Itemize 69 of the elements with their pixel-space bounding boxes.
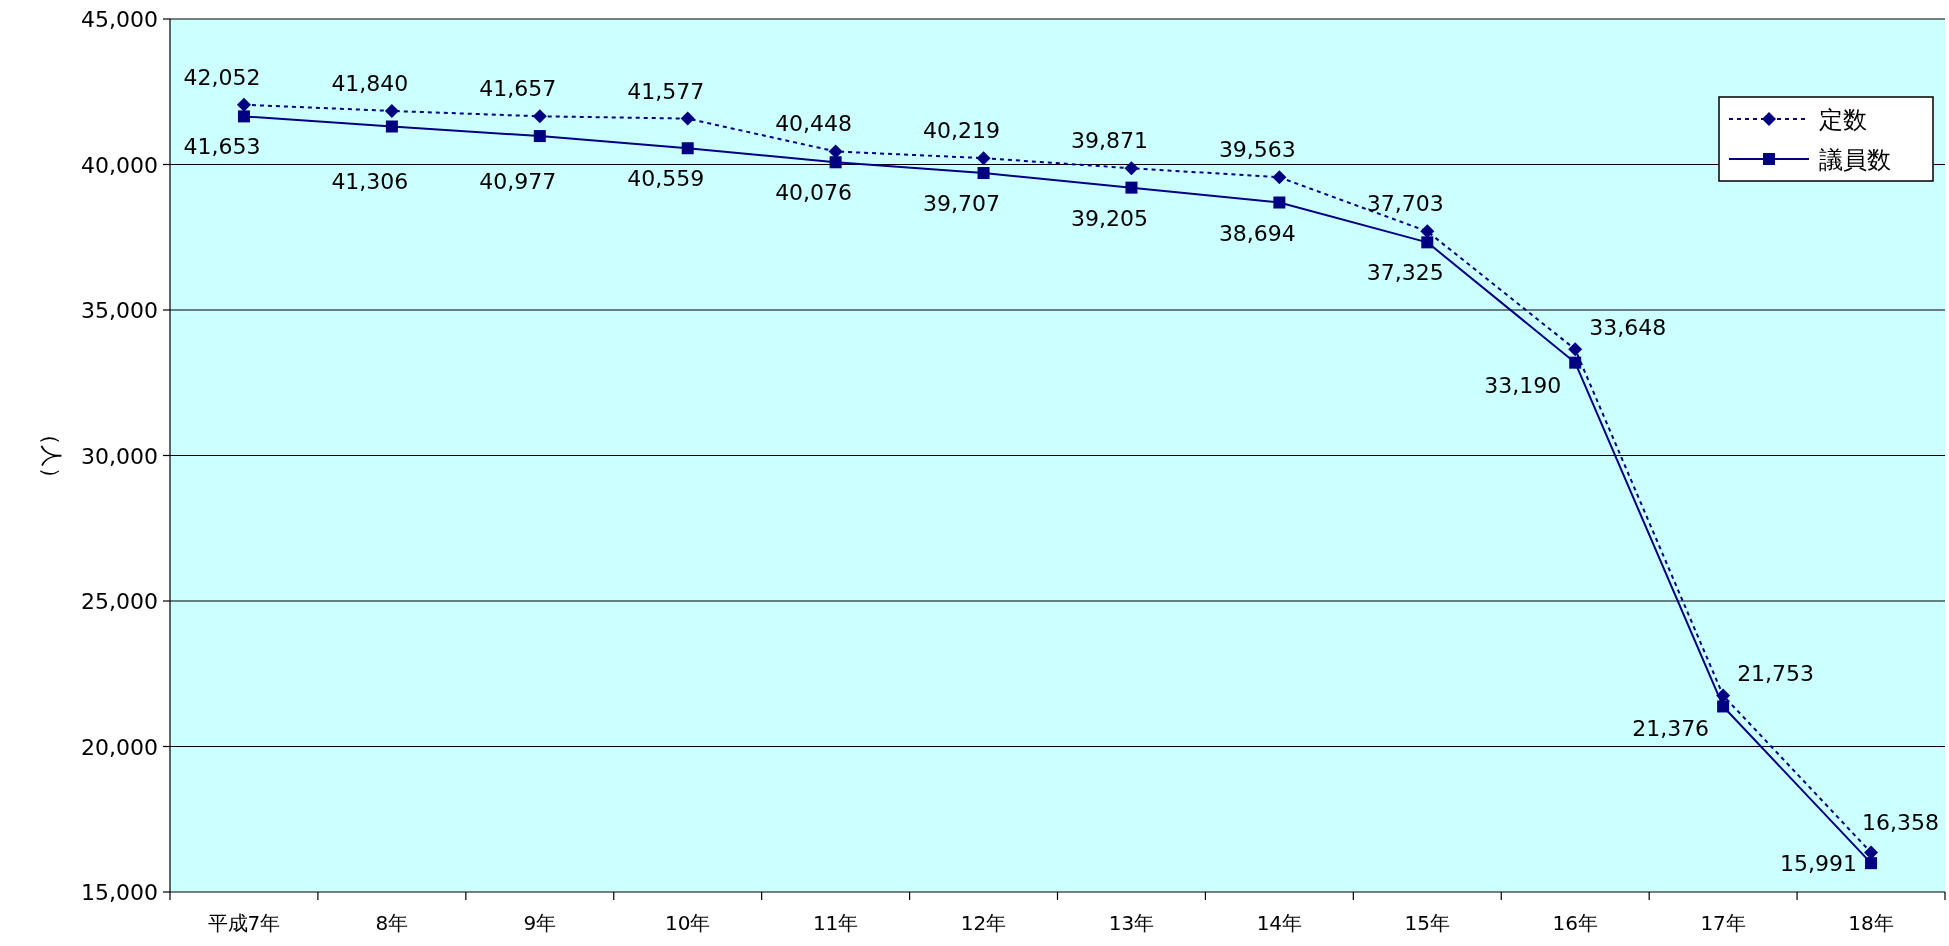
data-label: 40,448 bbox=[775, 111, 853, 137]
x-tick-label: 9年 bbox=[523, 911, 557, 935]
data-label: 16,358 bbox=[1862, 810, 1939, 836]
point bbox=[237, 110, 250, 123]
point bbox=[977, 167, 990, 180]
x-tick-label: 10年 bbox=[664, 911, 711, 935]
data-label: 40,219 bbox=[923, 118, 1001, 144]
point bbox=[236, 97, 251, 112]
y-axis-title: （人） bbox=[39, 422, 64, 489]
x-tick-label: 15年 bbox=[1404, 911, 1451, 935]
point bbox=[976, 151, 991, 166]
data-label: 37,325 bbox=[1366, 260, 1444, 286]
point bbox=[828, 144, 843, 159]
point bbox=[1864, 845, 1879, 860]
y-tick-label: 35,000 bbox=[81, 298, 158, 323]
data-label: 37,703 bbox=[1366, 191, 1444, 217]
data-label: 40,977 bbox=[479, 168, 557, 194]
x-tick-label: 16年 bbox=[1552, 911, 1598, 935]
data-label: 39,205 bbox=[1070, 205, 1148, 231]
data-label: 39,871 bbox=[1070, 128, 1148, 154]
y-tick-label: 20,000 bbox=[81, 734, 158, 760]
x-tick-label: 17年 bbox=[1700, 911, 1746, 935]
legend-label: 議員数 bbox=[1819, 146, 1891, 174]
point bbox=[1125, 181, 1138, 194]
data-label: 39,563 bbox=[1218, 137, 1296, 163]
data-label: 15,991 bbox=[1780, 851, 1858, 877]
point bbox=[1865, 857, 1878, 870]
data-label: 21,753 bbox=[1737, 661, 1815, 687]
data-label: 41,657 bbox=[479, 76, 557, 102]
data-label: 41,577 bbox=[627, 78, 705, 104]
data-label: 41,840 bbox=[331, 70, 409, 96]
y-tick-label: 40,000 bbox=[81, 152, 158, 178]
point bbox=[829, 156, 842, 169]
data-label: 40,559 bbox=[627, 166, 705, 192]
point bbox=[384, 103, 399, 118]
point bbox=[1420, 224, 1435, 239]
point bbox=[1124, 161, 1139, 176]
x-tick-label: 12年 bbox=[960, 911, 1007, 935]
x-tick-label: 8年 bbox=[375, 911, 409, 935]
x-tick-label: 平成7年 bbox=[207, 911, 281, 935]
point bbox=[1717, 700, 1730, 713]
data-label: 41,653 bbox=[183, 134, 261, 160]
y-tick-label: 25,000 bbox=[81, 589, 158, 614]
x-tick-label: 11年 bbox=[812, 911, 859, 935]
data-label: 33,190 bbox=[1484, 372, 1562, 398]
x-tick-label: 18年 bbox=[1848, 911, 1894, 935]
data-label: 42,052 bbox=[183, 64, 261, 90]
data-label: 40,076 bbox=[775, 180, 853, 206]
legend-label: 定数 bbox=[1819, 106, 1867, 134]
point bbox=[680, 111, 695, 126]
y-tick-label: 45,000 bbox=[81, 7, 158, 32]
y-tick-label: 30,000 bbox=[81, 443, 158, 469]
point bbox=[1421, 236, 1434, 249]
data-label: 21,376 bbox=[1632, 716, 1710, 742]
point bbox=[385, 120, 398, 133]
x-tick-label: 14年 bbox=[1256, 911, 1303, 935]
data-label: 39,707 bbox=[923, 191, 1001, 217]
point bbox=[1273, 196, 1286, 209]
data-label: 41,306 bbox=[331, 168, 409, 194]
data-label: 33,648 bbox=[1589, 315, 1667, 341]
point bbox=[533, 130, 546, 143]
data-label: 38,694 bbox=[1218, 220, 1296, 246]
y-tick-label: 15,000 bbox=[81, 880, 158, 905]
point bbox=[681, 142, 694, 155]
point bbox=[1568, 342, 1583, 357]
x-tick-label: 13年 bbox=[1108, 911, 1155, 935]
point bbox=[1569, 356, 1582, 369]
point bbox=[532, 109, 547, 124]
point bbox=[1272, 170, 1287, 185]
